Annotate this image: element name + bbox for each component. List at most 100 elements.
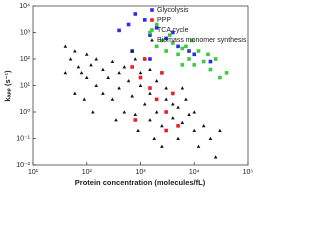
- point: [192, 128, 197, 132]
- point: [91, 110, 95, 114]
- point: [133, 112, 138, 117]
- point: [154, 44, 159, 49]
- point: [160, 124, 164, 128]
- point: [196, 144, 201, 148]
- point: [133, 118, 138, 122]
- legend-marker: [150, 28, 154, 32]
- point: [218, 128, 222, 132]
- point: [160, 38, 164, 43]
- point: [79, 71, 84, 75]
- point: [142, 57, 147, 61]
- y-tick-label: 10⁻¹: [16, 135, 30, 142]
- point: [136, 128, 140, 132]
- point: [68, 57, 73, 61]
- point: [154, 79, 159, 83]
- point: [106, 75, 110, 79]
- point: [130, 94, 134, 98]
- y-tick-label: 10³: [20, 29, 31, 36]
- point: [138, 83, 143, 87]
- point: [213, 57, 218, 61]
- point: [117, 71, 121, 75]
- point: [142, 18, 147, 22]
- point: [176, 44, 180, 49]
- point: [130, 49, 134, 53]
- point: [213, 155, 218, 159]
- point: [176, 136, 180, 140]
- legend-label: PPP: [157, 17, 171, 24]
- point: [180, 63, 185, 67]
- point: [201, 59, 206, 64]
- point: [94, 57, 99, 61]
- x-tick-label: 10⁵: [243, 169, 254, 176]
- legend-label: TCA cycle: [157, 27, 189, 34]
- y-tick-label: 10⁻²: [16, 162, 30, 169]
- point: [154, 26, 159, 30]
- y-tick-label: 10²: [20, 56, 31, 63]
- point: [164, 49, 168, 53]
- point: [114, 118, 118, 122]
- point: [192, 52, 197, 57]
- point: [122, 65, 127, 69]
- point: [180, 86, 185, 90]
- legend-marker: [150, 8, 154, 12]
- x-tick-label: 10¹: [28, 169, 39, 176]
- point: [117, 28, 121, 33]
- y-tick-label: 10¹: [20, 82, 31, 89]
- point: [164, 128, 168, 133]
- point: [148, 91, 152, 95]
- point: [154, 110, 159, 114]
- point: [208, 67, 213, 72]
- point: [84, 75, 89, 79]
- point: [133, 12, 138, 16]
- point: [133, 57, 138, 61]
- legend-label: Glycolysis: [157, 7, 189, 14]
- point: [110, 59, 115, 64]
- legend-label: Biomass monomer synthesis: [157, 37, 247, 44]
- point: [76, 65, 81, 69]
- point: [148, 57, 152, 61]
- point: [189, 38, 194, 43]
- point: [94, 83, 99, 87]
- point: [164, 86, 168, 90]
- y-axis-label: kₐₚₚ (s⁻¹): [3, 70, 12, 102]
- point: [101, 91, 105, 95]
- point: [164, 97, 168, 101]
- point: [164, 36, 168, 41]
- point: [167, 33, 172, 37]
- point: [171, 30, 175, 35]
- point: [196, 49, 201, 53]
- point: [187, 112, 191, 117]
- point: [130, 65, 134, 69]
- legend-marker: [150, 38, 154, 42]
- point: [63, 44, 68, 48]
- point: [208, 136, 213, 140]
- point: [184, 44, 188, 49]
- point: [122, 110, 127, 114]
- point: [160, 144, 164, 148]
- point: [101, 67, 105, 71]
- point: [208, 59, 213, 64]
- point: [148, 33, 152, 37]
- point: [171, 102, 175, 106]
- point: [142, 102, 147, 106]
- x-tick-label: 10²: [82, 169, 93, 176]
- point: [180, 46, 185, 51]
- point: [154, 97, 159, 102]
- point: [224, 71, 229, 75]
- point: [171, 91, 175, 96]
- point: [148, 30, 152, 35]
- x-axis-label: Protein concentration (molecules/fL): [75, 178, 206, 187]
- point: [180, 120, 185, 124]
- point: [126, 79, 131, 83]
- y-tick-label: 10⁰: [19, 108, 30, 116]
- point: [152, 136, 157, 140]
- point: [148, 86, 152, 90]
- point: [192, 110, 197, 114]
- point: [117, 86, 121, 90]
- point: [187, 57, 191, 61]
- point: [63, 71, 68, 75]
- point: [148, 118, 152, 122]
- point: [192, 63, 197, 67]
- point: [218, 75, 222, 80]
- point: [148, 67, 152, 71]
